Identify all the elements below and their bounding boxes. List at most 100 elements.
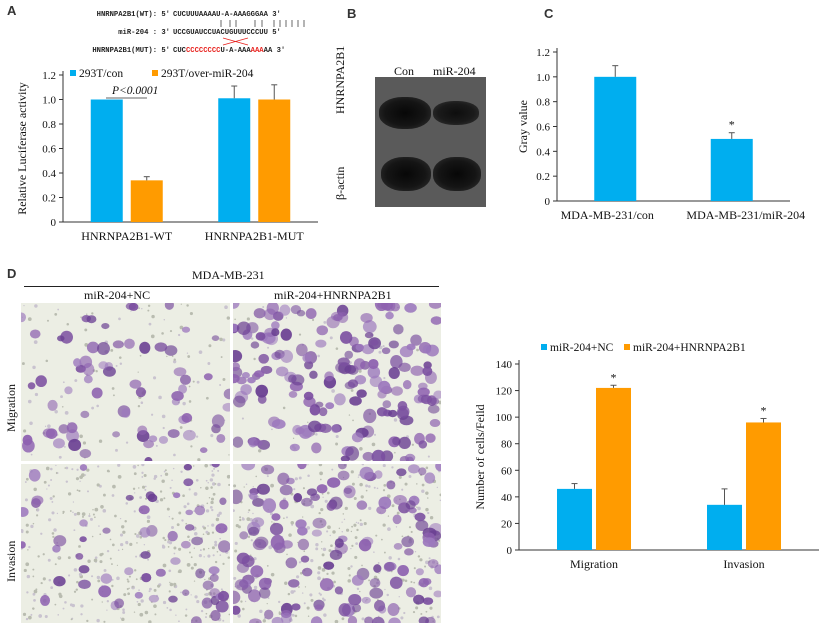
background-speck [233, 484, 237, 488]
background-speck [121, 548, 124, 551]
background-speck [181, 519, 184, 522]
background-speck [323, 613, 327, 617]
background-speck [128, 575, 131, 578]
stained-cell [21, 312, 27, 323]
background-speck [103, 620, 106, 623]
background-speck [25, 617, 29, 621]
stained-cell [28, 468, 41, 482]
x-category-label: HNRNPA2B1-MUT [205, 229, 305, 243]
stained-cell [78, 579, 91, 590]
blot-row-hnrnpa2b1: HNRNPA2B1 [333, 45, 347, 114]
background-speck [139, 496, 142, 499]
stained-cell [303, 391, 314, 401]
background-speck [117, 549, 120, 552]
background-speck [307, 615, 310, 617]
background-speck [208, 497, 211, 499]
background-speck [180, 303, 182, 305]
blot-image [375, 77, 486, 207]
stained-cell [264, 609, 274, 620]
background-speck [322, 547, 327, 552]
y-tick-label: 1.0 [536, 72, 550, 84]
stained-cell [362, 320, 377, 334]
background-speck [109, 538, 112, 541]
stained-cell [371, 449, 386, 461]
background-speck [76, 511, 81, 516]
stained-cell [29, 329, 41, 339]
background-speck [323, 320, 327, 324]
stained-cell [139, 527, 151, 538]
stained-cell [253, 439, 263, 447]
background-speck [425, 466, 429, 470]
background-speck [117, 474, 122, 479]
background-speck [58, 592, 62, 596]
stained-cell [359, 466, 374, 480]
background-speck [116, 564, 119, 566]
stained-cell [183, 478, 194, 487]
background-speck [341, 521, 343, 523]
stained-cell [300, 555, 310, 563]
stained-cell [141, 572, 152, 583]
background-speck [144, 497, 148, 500]
background-speck [153, 588, 157, 592]
background-speck [373, 551, 375, 553]
background-speck [185, 608, 188, 611]
background-speck [66, 323, 70, 326]
stained-cell [307, 420, 322, 433]
background-speck [315, 433, 318, 436]
background-speck [211, 470, 214, 472]
stained-cell [399, 345, 414, 358]
background-speck [239, 518, 242, 522]
background-speck [378, 572, 380, 574]
background-speck [354, 555, 358, 559]
stained-cell [233, 436, 244, 448]
background-speck [332, 530, 336, 534]
background-speck [438, 539, 441, 542]
background-speck [252, 512, 254, 515]
background-speck [144, 488, 147, 491]
background-speck [70, 618, 73, 621]
sequence-alignment: HNRNPA2B1(WT): 5' CUCUUUAAAAU-A-AAAGGGAA… [92, 11, 305, 55]
background-speck [91, 535, 94, 538]
bar-a-0-1 [130, 180, 163, 222]
significance-mark: * [611, 370, 617, 384]
background-speck [208, 344, 212, 348]
stained-cell [364, 332, 374, 339]
stained-cell [164, 303, 174, 310]
background-speck [348, 574, 351, 577]
background-speck [98, 525, 100, 527]
stained-cell [275, 366, 289, 377]
stained-cell [413, 594, 425, 605]
stained-cell [331, 424, 341, 434]
stained-cell [404, 303, 417, 313]
stained-cell [164, 345, 178, 356]
background-speck [48, 578, 52, 582]
stained-cell [392, 436, 401, 446]
background-speck [78, 572, 83, 577]
stained-cell [155, 568, 166, 577]
background-speck [47, 424, 51, 429]
background-speck [255, 475, 258, 478]
background-speck [425, 560, 429, 565]
background-speck [69, 603, 73, 607]
background-speck [47, 558, 51, 562]
background-speck [175, 614, 177, 616]
stained-cell [358, 539, 372, 552]
background-speck [75, 477, 80, 481]
background-speck [33, 599, 36, 602]
background-speck [317, 566, 322, 570]
background-speck [429, 516, 434, 520]
background-speck [353, 523, 357, 527]
background-speck [321, 553, 325, 557]
stained-cell [398, 436, 411, 450]
background-speck [205, 592, 209, 597]
background-speck [28, 615, 32, 620]
background-speck [117, 464, 121, 467]
stained-cell [129, 379, 142, 389]
background-speck [179, 426, 183, 429]
background-speck [195, 435, 199, 438]
background-speck [166, 607, 169, 609]
background-speck [436, 615, 440, 619]
background-speck [102, 509, 107, 513]
background-speck [163, 497, 166, 500]
stained-cell [112, 431, 121, 438]
